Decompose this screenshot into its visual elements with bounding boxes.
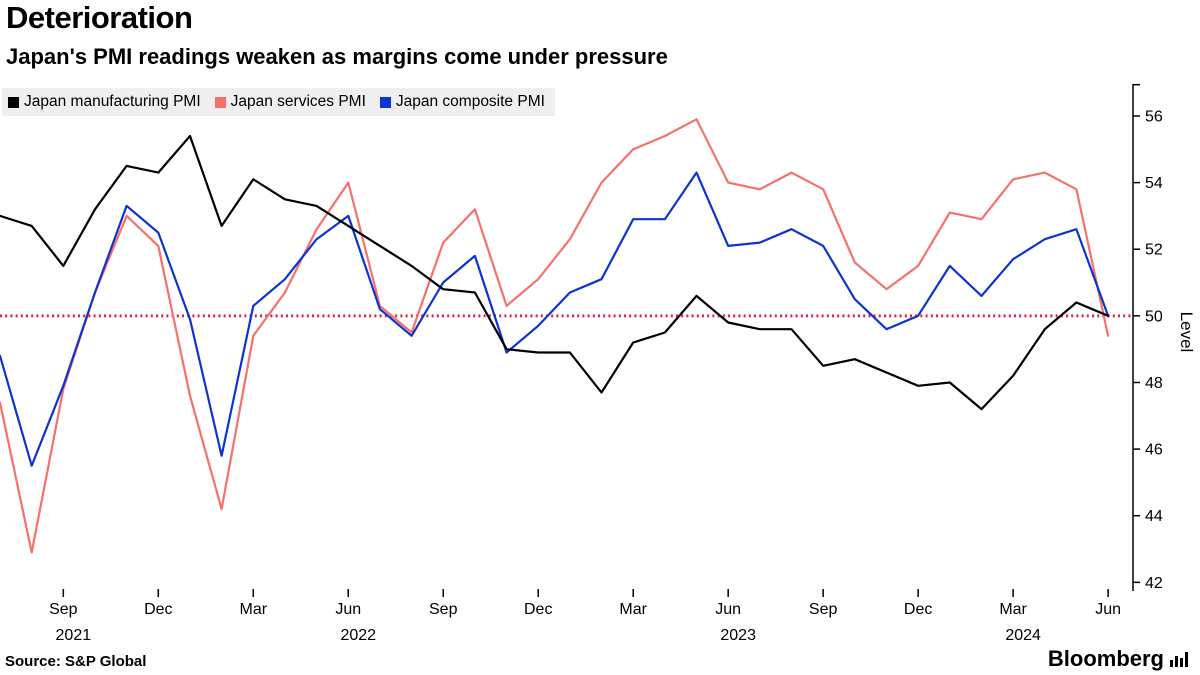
- x-tick-label: Mar: [239, 601, 267, 618]
- legend-label: Japan manufacturing PMI: [24, 93, 201, 110]
- series-line-japan-services-pmi: [0, 118, 1110, 554]
- legend-item-japan-composite-pmi: Japan composite PMI: [379, 93, 545, 111]
- x-tick-label: Sep: [429, 601, 458, 618]
- y-tick-label: 50: [1145, 308, 1163, 325]
- bar-chart-icon: [1170, 651, 1188, 667]
- legend-item-japan-services-pmi: Japan services PMI: [214, 93, 366, 111]
- x-tick-label: Dec: [524, 601, 552, 618]
- y-tick-label: 44: [1145, 508, 1163, 525]
- chart-legend: Japan manufacturing PMI Japan services PM…: [2, 88, 555, 116]
- x-tick-label: Dec: [144, 601, 172, 618]
- x-tick-label: Sep: [49, 601, 78, 618]
- bloomberg-logo-text: Bloomberg: [1047, 646, 1164, 671]
- legend-swatch-japan-manufacturing-pmi: [8, 96, 19, 108]
- x-tick-label: Jun: [715, 601, 741, 618]
- x-tick-label: Dec: [904, 601, 932, 618]
- x-tick-label: Mar: [619, 601, 647, 618]
- series-line-japan-composite-pmi: [0, 171, 1110, 467]
- y-axis-title: Level: [1177, 312, 1196, 353]
- y-tick-label: 56: [1145, 108, 1163, 125]
- x-year-label: 2023: [720, 627, 756, 644]
- legend-swatch-japan-services-pmi: [214, 96, 226, 108]
- legend-label: Japan services PMI: [230, 93, 366, 110]
- x-year-label: 2024: [1005, 627, 1041, 644]
- y-tick-label: 46: [1145, 442, 1163, 459]
- legend-swatch-japan-composite-pmi: [379, 96, 391, 108]
- x-year-label: 2021: [56, 627, 92, 644]
- legend-label: Japan composite PMI: [395, 93, 545, 110]
- legend-item-japan-manufacturing-pmi: Japan manufacturing PMI: [8, 93, 201, 111]
- chart-title: Deterioration: [6, 0, 193, 35]
- x-tick-label: Jun: [335, 601, 361, 618]
- y-tick-label: 48: [1145, 375, 1163, 392]
- series-line-japan-manufacturing-pmi: [0, 134, 1110, 411]
- x-tick-label: Jun: [1095, 601, 1121, 618]
- source-note: Source: S&P Global: [5, 653, 147, 670]
- bloomberg-logo: Bloomberg: [1048, 646, 1188, 672]
- x-tick-label: Sep: [809, 601, 838, 618]
- x-tick-label: Mar: [999, 601, 1027, 618]
- chart-subtitle: Japan's PMI readings weaken as margins c…: [6, 44, 668, 69]
- x-year-label: 2022: [340, 627, 376, 644]
- y-tick-label: 42: [1145, 575, 1163, 592]
- y-tick-label: 54: [1145, 175, 1163, 192]
- y-tick-label: 52: [1145, 242, 1163, 259]
